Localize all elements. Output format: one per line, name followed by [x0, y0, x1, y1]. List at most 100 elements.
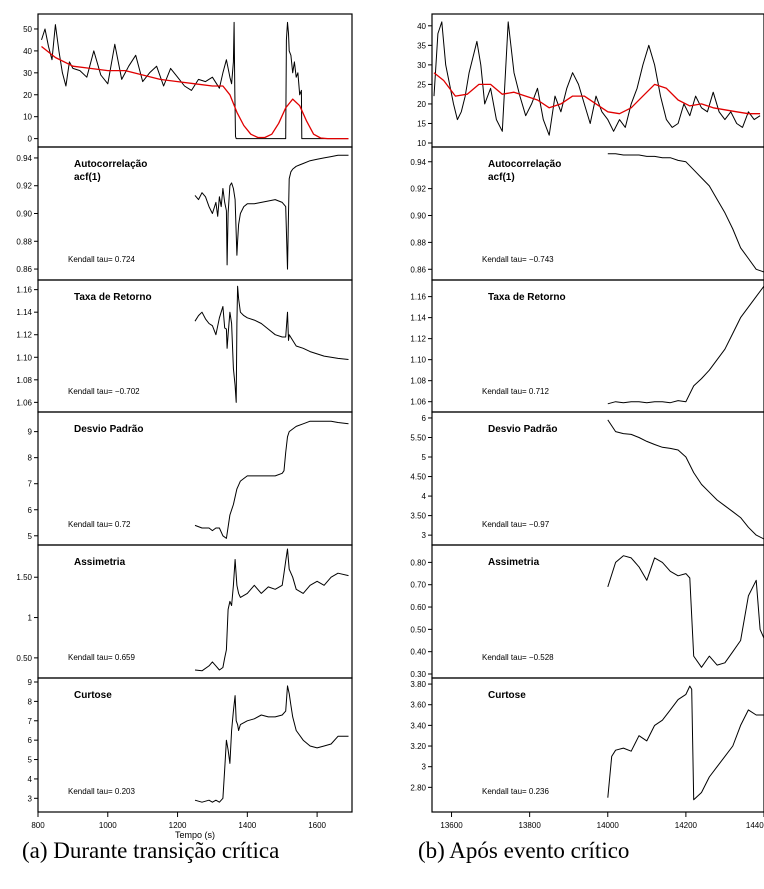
chart-2-panel-ar-ytick-label-5: 1.16 — [410, 293, 426, 302]
chart-1-xtick-label-0: 800 — [31, 821, 45, 830]
chart-2-panel-acf-kendall: Kendall tau= −0.743 — [482, 255, 554, 264]
caption-b: (b) Após evento crítico — [418, 838, 630, 863]
chart-1-xtick-label-2: 1200 — [169, 821, 187, 830]
chart-2-panel-sd-ytick-label-6: 6 — [422, 414, 427, 423]
chart-2-panel-kurt-ytick-label-4: 3.60 — [410, 701, 426, 710]
chart-1-panel-acf-ytick-label-2: 0.90 — [16, 210, 32, 219]
chart-2-panel-acf-ytick-label-1: 0.88 — [410, 238, 426, 247]
chart-2-panel-kurt-kendall: Kendall tau= 0.236 — [482, 787, 549, 796]
chart-1-panel-ar-title: Taxa de Retorno — [74, 292, 152, 303]
chart-2-panel-ar-ytick-label-2: 1.10 — [410, 356, 426, 365]
chart-2-panel-kurt-ytick-label-5: 3.80 — [410, 680, 426, 689]
chart-2-panel-sd-ytick-label-4: 5 — [422, 453, 427, 462]
chart-1-panel-series-ytick-label-5: 50 — [23, 25, 32, 34]
chart-2-panel-kurt-data-line — [607, 685, 764, 801]
chart-1-panel-acf-ytick-label-0: 0.86 — [16, 265, 32, 274]
chart-2-panel-series-smooth-line — [433, 72, 761, 115]
chart-2-panel-kurt-title: Curtose — [488, 690, 526, 701]
chart-1-panel-acf-ytick-label-1: 0.88 — [16, 237, 32, 246]
chart-1-panel-ar-ytick-label-2: 1.10 — [16, 353, 32, 362]
chart-2-panel-ar-data-line — [607, 285, 764, 405]
chart-1-panel-sd-title: Desvio Padrão — [74, 424, 143, 435]
chart-2-panel-kurt-ytick-label-3: 3.40 — [410, 721, 426, 730]
chart-1-panel-series-ytick-label-2: 20 — [23, 91, 32, 100]
chart-2-panel-acf-ytick-label-2: 0.90 — [410, 212, 426, 221]
chart-2-panel-ar-title: Taxa de Retorno — [488, 292, 566, 303]
chart-2-panel-kurt-ytick-label-2: 3.20 — [410, 742, 426, 751]
chart-1-panel-acf-ytick-label-4: 0.94 — [16, 154, 32, 163]
chart-1-panel-ar-ytick-label-3: 1.12 — [16, 331, 32, 340]
chart-1-panel-sd-ytick-label-0: 5 — [28, 532, 33, 541]
chart-1-panel-series-frame — [37, 13, 353, 148]
chart-2-xtick-label-0: 13600 — [440, 821, 463, 830]
chart-2-panel-sd-ytick-label-3: 4.50 — [410, 473, 426, 482]
chart-2-panel-series-ytick-label-2: 20 — [417, 100, 426, 109]
chart-1-panel-series-ytick-label-1: 10 — [23, 113, 32, 122]
chart-1-panel-kurt-ytick-label-2: 5 — [28, 756, 33, 765]
chart-1-xlabel: Tempo (s) — [175, 830, 215, 840]
chart-2-panel-series-ytick-label-5: 35 — [417, 41, 426, 50]
chart-1-panel-ar-kendall: Kendall tau= −0.702 — [68, 387, 140, 396]
chart-2-panel-series-frame — [431, 13, 764, 148]
chart-2-panel-kurt-ytick-label-0: 2.80 — [410, 783, 426, 792]
chart-1-panel-skew-data-line — [194, 548, 349, 672]
chart-1-panel-series-smooth-line — [41, 45, 349, 140]
chart-1-panel-sd-ytick-label-3: 8 — [28, 454, 33, 463]
chart-1-panel-kurt-ytick-label-3: 6 — [28, 736, 33, 745]
chart-1-panel-skew-ytick-label-1: 1 — [28, 614, 33, 623]
chart-1-panel-skew-title: Assimetria — [74, 557, 126, 568]
chart-2-panel-skew-ytick-label-4: 0.70 — [410, 581, 426, 590]
chart-1-panel-series-ytick-label-0: 0 — [28, 135, 33, 144]
chart-2-panel-skew-data-line — [607, 555, 764, 668]
chart-1-panel-sd-ytick-label-4: 9 — [28, 428, 33, 437]
chart-2-panel-ar-ytick-label-0: 1.06 — [410, 398, 426, 407]
chart-2-panel-acf-ytick-label-0: 0.86 — [410, 265, 426, 274]
chart-2-panel-sd-ytick-label-0: 3 — [422, 531, 427, 540]
chart-2-panel-series-ytick-label-0: 10 — [417, 139, 426, 148]
chart-1-panel-kurt-frame — [37, 677, 353, 813]
chart-1-xtick-label-3: 1400 — [238, 821, 256, 830]
chart-1-panel-series-data-line — [41, 21, 349, 140]
chart-2-panel-skew-ytick-label-1: 0.40 — [410, 648, 426, 657]
chart-1-panel-kurt-data-line — [194, 685, 349, 803]
chart-2-panel-acf-data-line — [607, 153, 764, 273]
chart-2-panel-sd-ytick-label-2: 4 — [422, 492, 427, 501]
chart-2-panel-sd-kendall: Kendall tau= −0.97 — [482, 520, 550, 529]
chart-1-xtick-label-4: 1600 — [308, 821, 326, 830]
chart-2-panel-series-ytick-label-3: 25 — [417, 80, 426, 89]
chart-1-panel-kurt-ytick-label-0: 3 — [28, 794, 33, 803]
chart-1-panel-acf-subtitle: acf(1) — [74, 172, 101, 183]
chart-2-xtick-label-2: 14000 — [597, 821, 620, 830]
chart-2-panel-skew-ytick-label-0: 0.30 — [410, 670, 426, 679]
chart-2-panel-acf-ytick-label-4: 0.94 — [410, 158, 426, 167]
caption-a: (a) Durante transição crítica — [22, 838, 280, 863]
chart-1-panel-acf-data-line — [194, 154, 349, 270]
chart-2-panel-skew-kendall: Kendall tau= −0.528 — [482, 653, 554, 662]
chart-2-panel-sd-title: Desvio Padrão — [488, 424, 557, 435]
chart-1-xtick-label-1: 1000 — [99, 821, 117, 830]
chart-2-panel-series-ytick-label-1: 15 — [417, 119, 426, 128]
chart-2-xtick-label-4: 14400 — [746, 821, 764, 830]
chart-2-panel-series-ytick-label-6: 40 — [417, 22, 426, 31]
chart-2-panel-acf-ytick-label-3: 0.92 — [410, 185, 426, 194]
chart-1-panel-acf-title: Autocorrelação — [74, 159, 147, 170]
chart-2-panel-skew-title: Assimetria — [488, 557, 540, 568]
chart-2-panel-skew-ytick-label-5: 0.80 — [410, 558, 426, 567]
chart-2-panel-ar-ytick-label-3: 1.12 — [410, 335, 426, 344]
chart-1-panel-ar-ytick-label-5: 1.16 — [16, 286, 32, 295]
chart-2-panel-ar-ytick-label-4: 1.14 — [410, 314, 426, 323]
chart-1-panel-kurt-ytick-label-5: 8 — [28, 697, 33, 706]
chart-1-panel-kurt-kendall: Kendall tau= 0.203 — [68, 787, 135, 796]
chart-1-panel-ar-ytick-label-4: 1.14 — [16, 308, 32, 317]
chart-1-panel-sd-ytick-label-2: 7 — [28, 480, 33, 489]
chart-1-panel-kurt-ytick-label-1: 4 — [28, 775, 33, 784]
chart-2-panel-ar-kendall: Kendall tau= 0.712 — [482, 387, 549, 396]
chart-2-panel-ar-ytick-label-1: 1.08 — [410, 377, 426, 386]
chart-2-xtick-label-1: 13800 — [519, 821, 542, 830]
chart-1-panel-skew-kendall: Kendall tau= 0.659 — [68, 653, 135, 662]
chart-1-panel-skew-ytick-label-2: 1.50 — [16, 573, 32, 582]
chart-2-panel-acf-title: Autocorrelação — [488, 159, 561, 170]
chart-1-panel-kurt-ytick-label-4: 7 — [28, 717, 33, 726]
chart-1-panel-ar-ytick-label-1: 1.08 — [16, 376, 32, 385]
